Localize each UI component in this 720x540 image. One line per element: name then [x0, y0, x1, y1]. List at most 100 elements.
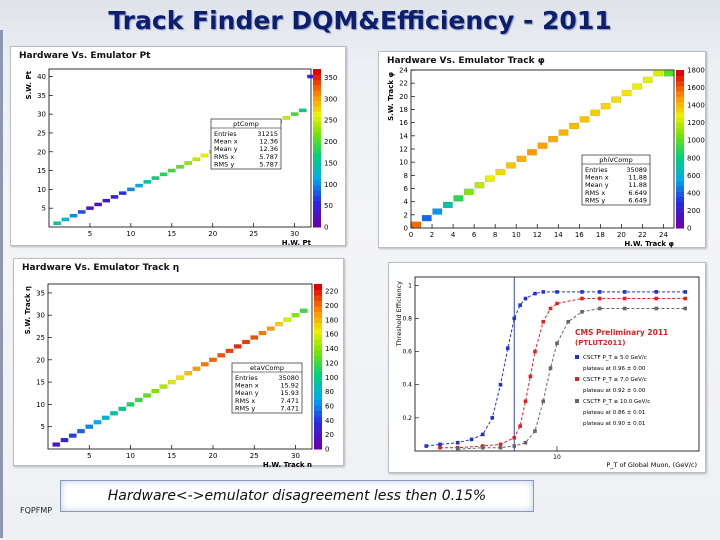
- heatmap-cell: [159, 172, 168, 177]
- color-scale-segment: [314, 284, 322, 290]
- heatmap-cell: [653, 70, 664, 77]
- data-point: [512, 444, 517, 448]
- color-scale-segment: [676, 191, 684, 197]
- color-scale-segment: [676, 149, 684, 155]
- heatmap-cell: [217, 353, 226, 358]
- stats-label: Entries: [214, 130, 237, 138]
- data-point: [548, 366, 553, 370]
- heatmap-cell: [225, 348, 234, 354]
- y-tick-label: 25: [37, 129, 46, 137]
- color-scale-segment: [676, 164, 684, 171]
- legend-marker: [575, 377, 579, 381]
- legend-plateau: plateau at 0.86 ± 0.01: [583, 410, 645, 416]
- y-tick-label: 2: [404, 211, 408, 219]
- stats-label: Entries: [235, 374, 258, 382]
- data-point: [654, 296, 659, 301]
- heatmap-cell: [102, 198, 111, 203]
- heatmap-cell: [290, 112, 299, 116]
- heatmap-cell: [143, 180, 152, 184]
- color-scale-label: 300: [324, 95, 337, 103]
- color-scale-segment: [313, 211, 321, 217]
- color-scale-segment: [676, 117, 684, 124]
- color-scale-label: 150: [324, 159, 337, 167]
- heatmap-cell: [101, 415, 110, 420]
- y-tick-label: 4: [404, 198, 409, 206]
- color-scale-segment: [676, 222, 684, 229]
- y-axis-label: S.W. Track φ: [387, 71, 395, 120]
- y-tick-label: 5: [41, 423, 45, 431]
- stats-value: 12.36: [259, 138, 278, 146]
- color-scale-segment: [314, 344, 322, 351]
- y-tick-label: 20: [36, 356, 45, 364]
- y-tick-label: 24: [399, 67, 408, 75]
- color-scale-segment: [676, 122, 684, 129]
- data-point: [498, 445, 503, 450]
- data-point: [523, 399, 528, 404]
- heatmap-cell: [642, 76, 653, 83]
- color-scale-segment: [313, 205, 321, 212]
- data-point: [555, 341, 559, 346]
- data-point: [580, 296, 584, 301]
- color-scale-segment: [313, 84, 321, 91]
- color-scale-segment: [676, 159, 684, 166]
- color-scale-segment: [676, 180, 684, 187]
- heatmap-cell: [61, 217, 70, 222]
- stats-box: etaVComp Entries 35080 Mean x 15.92 Mean y 15.…: [231, 362, 303, 414]
- color-scale-label: 140: [325, 345, 338, 353]
- x-tick-label: 15: [167, 230, 176, 238]
- color-scale-segment: [314, 366, 322, 373]
- color-scale-segment: [313, 69, 321, 75]
- y-tick-label: 10: [37, 186, 46, 194]
- heatmap-cell: [192, 366, 201, 371]
- data-point: [490, 416, 495, 420]
- stats-label: RMS y: [235, 404, 255, 412]
- color-scale-label: 0: [324, 224, 328, 232]
- heatmap-cell: [579, 116, 590, 123]
- heatmap-cell: [250, 335, 259, 340]
- color-scale-segment: [676, 127, 684, 134]
- color-scale-segment: [314, 300, 322, 307]
- y-tick-label: 0.6: [402, 349, 412, 356]
- x-tick-label: 20: [209, 452, 218, 460]
- x-tick-label: 4: [451, 231, 456, 239]
- heatmap-cell: [77, 210, 86, 214]
- color-scale-segment: [314, 438, 322, 444]
- chart-title: Hardware Vs. Emulator Pt: [19, 51, 151, 61]
- heatmap-cell: [200, 362, 209, 367]
- color-scale-label: 220: [325, 288, 338, 296]
- color-scale-segment: [676, 133, 684, 139]
- caption-text: Hardware<->emulator disagreement less th…: [107, 488, 487, 504]
- heatmap-cell: [167, 168, 176, 173]
- stats-label: Mean x: [235, 382, 259, 390]
- x-tick-label: 5: [87, 452, 91, 460]
- heatmap-cell: [68, 433, 77, 438]
- stats-label: Mean y: [585, 181, 609, 189]
- y-tick-label: 14: [399, 132, 408, 140]
- data-point: [518, 303, 522, 307]
- data-point: [683, 306, 688, 311]
- color-scale-label: 80: [325, 388, 334, 396]
- heatmap-cell: [52, 442, 61, 447]
- x-tick-label: 24: [659, 231, 668, 239]
- color-scale-label: 20: [325, 431, 334, 439]
- color-scale-segment: [676, 206, 684, 213]
- data-point: [622, 306, 627, 311]
- stats-box: ptComp Entries 31215 Mean x 12.36 Mean y 12.36…: [210, 118, 282, 170]
- heatmap-cell: [176, 375, 184, 380]
- x-tick-label: 20: [208, 230, 217, 238]
- x-tick-label: 10: [512, 231, 521, 239]
- stats-label: Mean y: [235, 389, 259, 397]
- color-scale-segment: [314, 317, 322, 323]
- color-scale-segment: [676, 75, 684, 82]
- color-scale-segment: [676, 212, 684, 218]
- heatmap-cell: [135, 183, 143, 188]
- chart-title: Hardware Vs. Emulator Track η: [22, 263, 179, 273]
- data-point: [622, 290, 627, 294]
- data-point: [498, 442, 503, 447]
- color-scale-segment: [313, 184, 321, 191]
- stats-label: RMS x: [235, 397, 255, 405]
- heatmap-cell: [663, 70, 674, 77]
- color-scale-segment: [313, 148, 321, 154]
- color-scale-segment: [314, 421, 322, 428]
- heatmap-cell: [118, 406, 127, 412]
